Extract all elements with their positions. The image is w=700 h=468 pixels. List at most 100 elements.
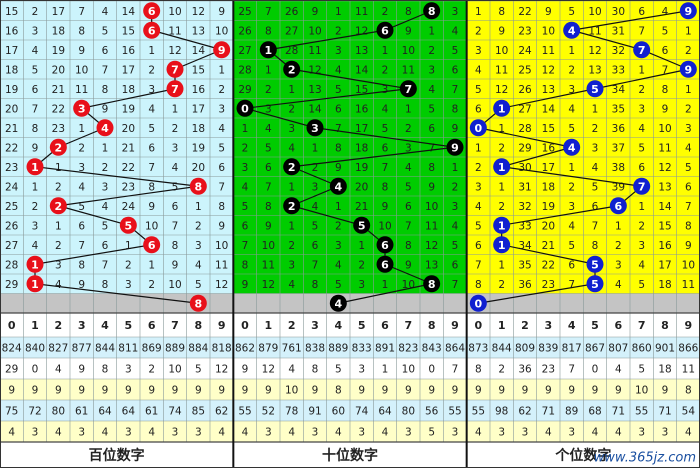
cell-value: 18 — [542, 181, 555, 193]
cell-value: 3 — [638, 240, 645, 252]
stat-value: 10 — [402, 364, 415, 376]
draw-ball — [283, 197, 301, 215]
cell-value: 20 — [542, 220, 555, 232]
cell-value: 3 — [382, 84, 389, 96]
stat-value: 879 — [258, 343, 278, 355]
cell-value: 28 — [285, 45, 298, 57]
cell-value: 2 — [568, 181, 575, 193]
draw-ball-number: 6 — [148, 5, 156, 18]
stat-value: 867 — [585, 343, 605, 355]
draw-ball — [353, 216, 371, 234]
cell-value: 4 — [102, 201, 109, 213]
cell-value: 29 — [518, 142, 531, 154]
draw-ball-number: 9 — [218, 44, 226, 57]
cell-value: 1 — [428, 25, 435, 37]
stat-value: 12 — [262, 364, 275, 376]
cell-value: 7 — [242, 240, 249, 252]
cell-value: 3 — [195, 240, 202, 252]
cell-value: 3 — [265, 103, 272, 115]
draw-ball — [96, 119, 114, 137]
cell-value: 3 — [592, 142, 599, 154]
cell-value: 3 — [55, 259, 62, 271]
cell-value: 9 — [242, 279, 249, 291]
cell-value: 4 — [475, 201, 482, 213]
cell-value: 14 — [122, 6, 136, 18]
cell-value: 1 — [78, 123, 85, 135]
stat-value: 9 — [78, 385, 85, 397]
cell-value: 5 — [568, 123, 575, 135]
cell-value: 3 — [428, 64, 435, 76]
label-bg — [0, 442, 234, 468]
cell-value: 4 — [662, 6, 669, 18]
draw-ball-number: 3 — [78, 102, 86, 115]
stat-value: 901 — [655, 343, 675, 355]
draw-ball-number: 6 — [381, 258, 389, 271]
cell-value: 3 — [475, 45, 482, 57]
cell-value: 26 — [518, 84, 532, 96]
stat-value: 60 — [332, 406, 345, 418]
cell-value: 19 — [52, 45, 65, 57]
trend-line — [33, 10, 224, 304]
cell-value: 26 — [285, 6, 299, 18]
cell-value: 1 — [288, 84, 295, 96]
draw-ball-number: 7 — [171, 63, 179, 76]
draw-ball — [423, 275, 441, 293]
cell-value: 8 — [172, 240, 179, 252]
cell-value: 28 — [238, 64, 251, 76]
cell-value: 9 — [218, 220, 225, 232]
cell-value: 11 — [495, 64, 508, 76]
draw-ball-number: 5 — [591, 83, 599, 96]
cell-value: 4 — [78, 181, 85, 193]
cell-value: 4 — [382, 103, 389, 115]
cell-value: 3 — [568, 201, 575, 213]
cell-value: 18 — [355, 142, 368, 154]
stat-value: 4 — [592, 427, 599, 439]
stat-value: 4 — [545, 427, 552, 439]
draw-ball — [446, 138, 464, 156]
cell-value: 2 — [265, 84, 272, 96]
cell-value: 5 — [475, 84, 482, 96]
digit-header: 3 — [545, 319, 553, 332]
label-bg — [233, 442, 467, 468]
cell-value: 13 — [192, 25, 205, 37]
stat-value: 3 — [78, 427, 85, 439]
cell-value: 10 — [378, 220, 391, 232]
cell-value: 16 — [192, 84, 206, 96]
stat-value: 75 — [5, 406, 18, 418]
cell-value: 5 — [452, 240, 459, 252]
cell-value: 2 — [32, 6, 39, 18]
cell-value: 2 — [78, 142, 85, 154]
cell-value: 30 — [612, 6, 625, 18]
cell-value: 22 — [518, 6, 531, 18]
panel-label: 百位数字 — [89, 447, 145, 464]
cell-value: 8 — [32, 123, 39, 135]
stat-value: 10 — [635, 385, 648, 397]
stat-value: 8 — [685, 385, 692, 397]
trend-line — [244, 10, 456, 304]
stat-value: 4 — [218, 427, 225, 439]
cell-value: 2 — [55, 181, 62, 193]
cell-value: 2 — [638, 220, 645, 232]
stat-value: 55 — [635, 406, 648, 418]
stat-value: 869 — [142, 343, 162, 355]
stat-value: 889 — [328, 343, 348, 355]
stat-value: 52 — [262, 406, 275, 418]
digit-header: 3 — [78, 319, 86, 332]
cell-value: 8 — [265, 25, 272, 37]
cell-value: 10 — [495, 45, 508, 57]
draw-ball — [586, 255, 604, 273]
cell-value: 10 — [682, 259, 695, 271]
stat-value: 9 — [522, 385, 529, 397]
draw-ball — [283, 60, 301, 78]
stat-value: 3 — [265, 427, 272, 439]
draw-ball-number: 5 — [591, 278, 599, 291]
cell-value: 4 — [685, 142, 692, 154]
cell-value: 5 — [172, 181, 179, 193]
digit-header: 7 — [638, 319, 646, 332]
cell-value: 2 — [568, 64, 575, 76]
cell-value: 1 — [265, 64, 272, 76]
cell-value: 11 — [215, 259, 228, 271]
cell-value: 2 — [32, 201, 39, 213]
cell-value: 7 — [638, 25, 645, 37]
cell-value: 12 — [425, 240, 438, 252]
